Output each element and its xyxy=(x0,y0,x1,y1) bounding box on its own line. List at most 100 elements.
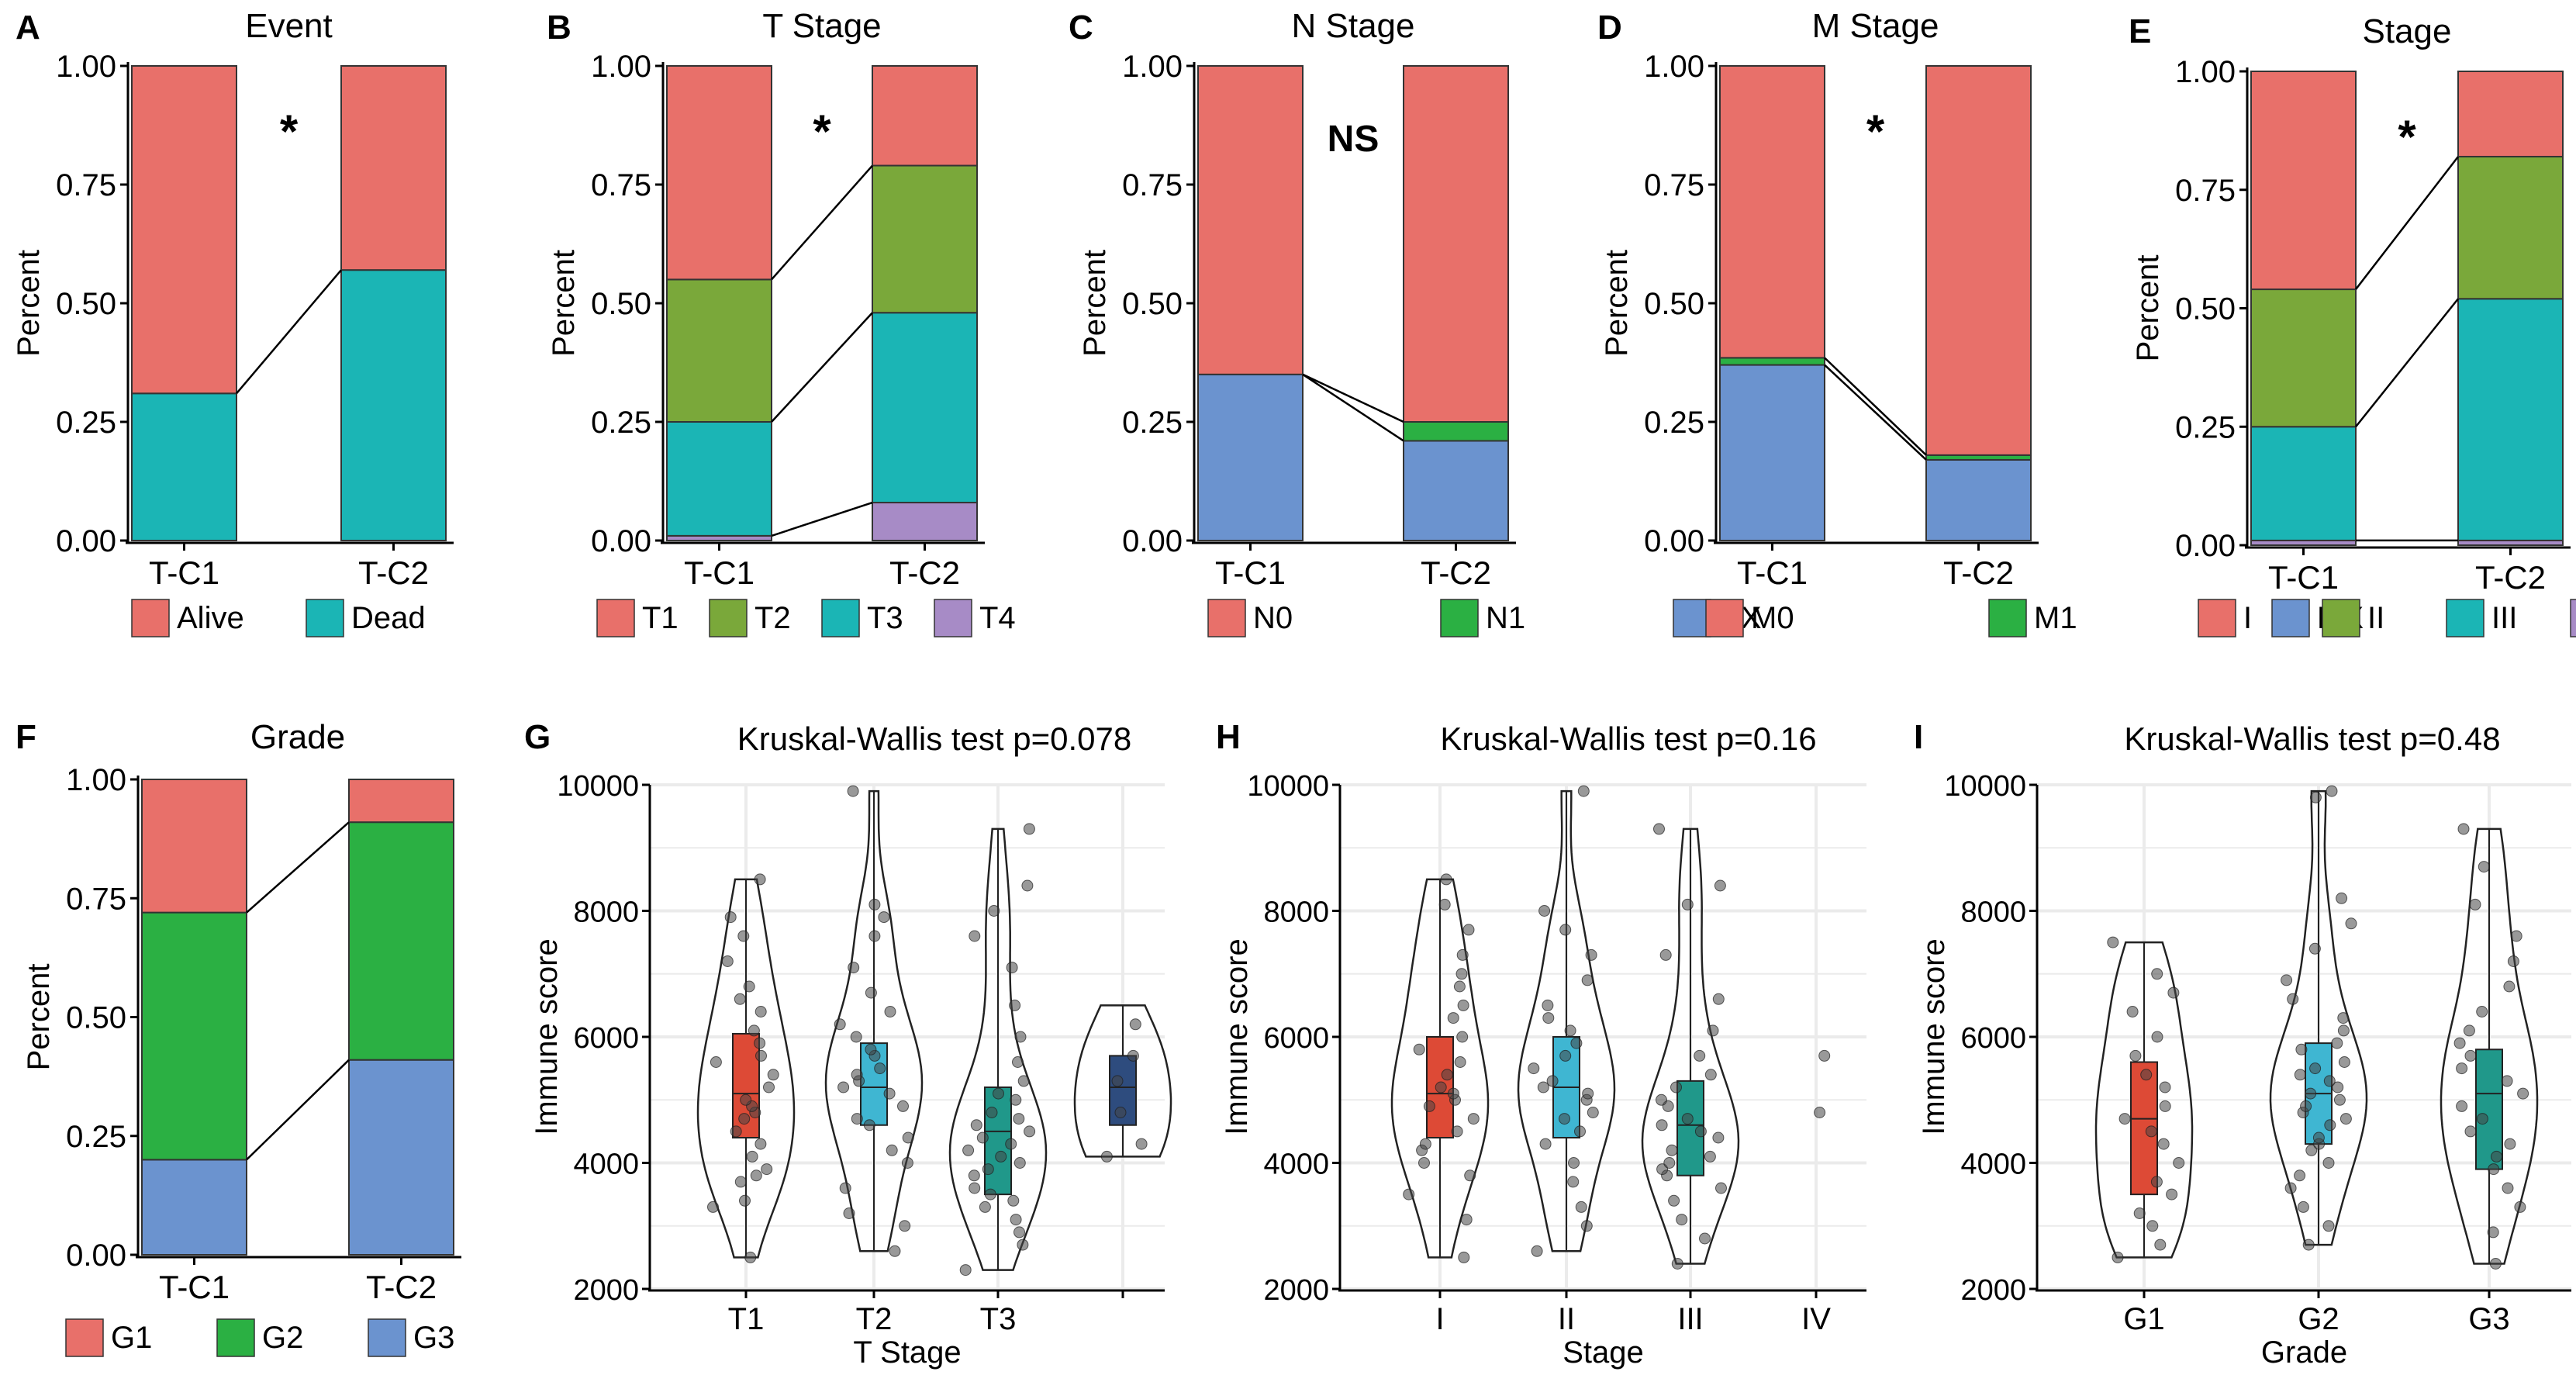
data-point xyxy=(1418,1157,1430,1169)
data-point xyxy=(734,993,746,1005)
data-point xyxy=(1100,1150,1113,1163)
data-point xyxy=(1581,974,1594,986)
data-point xyxy=(1114,1107,1127,1118)
data-point xyxy=(734,1176,747,1188)
connector-line xyxy=(236,269,342,395)
y-tick-label: 0.25 xyxy=(2175,410,2236,444)
connector-line xyxy=(771,501,873,537)
x-tick-label: II xyxy=(1558,1302,1575,1336)
y-tick-label: 0.50 xyxy=(1122,287,1183,321)
data-point xyxy=(2295,1043,2308,1055)
data-point xyxy=(2112,1251,2124,1263)
data-point xyxy=(1454,1056,1466,1068)
bar-segment-g3 xyxy=(348,1059,454,1256)
data-point xyxy=(2305,1087,2317,1100)
data-point xyxy=(970,1119,982,1131)
data-point xyxy=(1671,1258,1683,1270)
data-point xyxy=(850,1031,862,1043)
legend-swatch-ii xyxy=(2322,599,2360,637)
data-point xyxy=(1699,1232,1711,1245)
significance-annotation: * xyxy=(1866,105,1885,157)
data-point xyxy=(1451,1125,1463,1138)
legend-label: II xyxy=(2367,601,2384,635)
data-point xyxy=(1021,879,1034,892)
data-point xyxy=(2517,1087,2529,1100)
bar-segment-alive xyxy=(340,65,447,271)
y-axis-label: Percent xyxy=(12,250,46,357)
x-tick-label: T-C2 xyxy=(1421,554,1491,591)
legend-swatch-n0 xyxy=(1207,599,1246,637)
y-axis-label: Immune score xyxy=(1917,938,1951,1135)
panel-I: I Kruskal-Wallis test p=0.48 Immune score G… xyxy=(1914,718,2571,1370)
y-tick-label: 0.50 xyxy=(66,1001,126,1035)
data-point xyxy=(743,980,755,993)
significance-annotation: NS xyxy=(1328,119,1380,160)
bar-segment-ii xyxy=(2457,155,2564,300)
data-point xyxy=(1458,1251,1470,1263)
data-point xyxy=(1818,1049,1831,1062)
data-point xyxy=(2287,993,2299,1005)
data-point xyxy=(1653,823,1665,835)
panel-letter: B xyxy=(547,9,571,47)
bar-segment-m1 xyxy=(1719,357,1825,366)
connector-line xyxy=(1302,373,1404,442)
data-point xyxy=(2332,1081,2344,1093)
data-point xyxy=(2312,1131,2325,1144)
panel-letter: D xyxy=(1597,9,1622,47)
data-point xyxy=(2326,785,2338,797)
data-point xyxy=(868,898,881,910)
y-tick-label: 0.00 xyxy=(56,524,116,558)
chart-title: Event xyxy=(245,7,333,45)
legend-swatch-t2 xyxy=(709,599,748,637)
data-point xyxy=(1668,1194,1680,1207)
y-tick-label: 0.00 xyxy=(2175,529,2236,563)
data-point xyxy=(1023,823,1035,835)
data-point xyxy=(2309,1062,2322,1075)
data-point xyxy=(2146,1220,2159,1232)
legend-label: T3 xyxy=(867,601,903,635)
y-tick-label: 10000 xyxy=(1247,770,1329,803)
data-point xyxy=(993,1087,1004,1100)
data-point xyxy=(889,1245,901,1257)
data-point xyxy=(874,1062,886,1075)
y-axis-label: Percent xyxy=(22,964,56,1071)
violin-shape xyxy=(824,789,924,1252)
y-tick-label: 1.00 xyxy=(56,50,116,84)
bar-segment-t1 xyxy=(872,65,978,167)
data-point xyxy=(1528,1062,1540,1075)
violin-shape xyxy=(2440,827,2539,1265)
y-tick-label: 0.00 xyxy=(1122,524,1183,558)
x-tick-label: T-C2 xyxy=(889,554,960,591)
data-point xyxy=(2159,1100,2171,1112)
data-point xyxy=(2322,1157,2335,1169)
y-tick-label: 4000 xyxy=(573,1149,639,1181)
data-point xyxy=(2294,1169,2306,1182)
y-axis-label: Percent xyxy=(1600,250,1634,357)
bar-segment-n0 xyxy=(1197,65,1304,375)
panel-letter: F xyxy=(16,718,36,756)
legend-label: G1 xyxy=(111,1321,152,1355)
y-tick-label: 0.00 xyxy=(66,1239,126,1273)
data-point xyxy=(1681,898,1694,910)
data-point xyxy=(1457,999,1469,1011)
connector-line xyxy=(1824,364,1927,461)
data-point xyxy=(1575,1201,1587,1213)
data-point xyxy=(2154,1239,2167,1251)
bar-segment-m0 xyxy=(1719,65,1825,359)
x-axis-label: Grade xyxy=(2261,1335,2347,1370)
data-point xyxy=(2487,1226,2499,1239)
panel-letter: I xyxy=(1914,718,1923,756)
data-point xyxy=(899,1220,911,1232)
data-point xyxy=(1127,1049,1139,1062)
data-point xyxy=(2336,892,2348,904)
data-point xyxy=(1580,1220,1593,1232)
data-point xyxy=(2129,1049,2142,1062)
x-tick-label: T-C1 xyxy=(159,1269,230,1305)
panel-F: F Grade Percent 0.00 0.25 0.50 0.75 1.00 T-C1 T-C… xyxy=(16,718,461,1357)
legend-label: Alive xyxy=(177,601,244,635)
panel-letter: E xyxy=(2129,12,2151,50)
bar-segment-g1 xyxy=(348,779,454,824)
data-point xyxy=(1570,1037,1583,1049)
y-axis-label: Percent xyxy=(2131,255,2165,362)
data-point xyxy=(1694,1125,1707,1138)
